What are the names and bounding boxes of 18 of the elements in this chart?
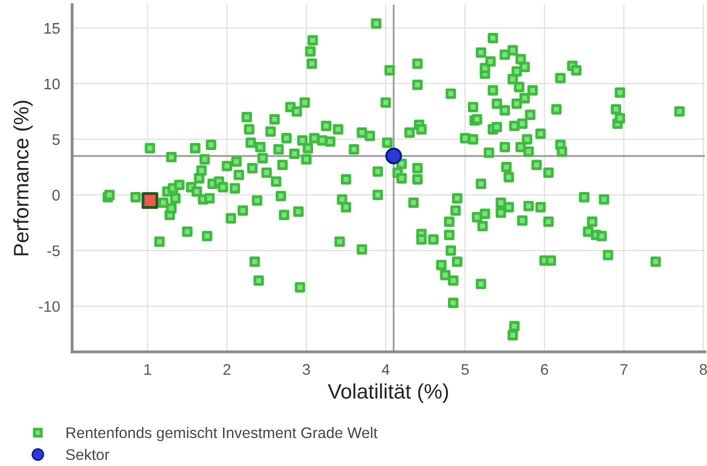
y-tick-label: -10 — [38, 301, 60, 312]
y-tick-label: 5 — [52, 134, 60, 145]
y-tick-label: 15 — [44, 23, 60, 34]
x-tick-label: 3 — [302, 364, 310, 375]
y-tick-label: -5 — [47, 246, 60, 256]
x-axis-title: Volatilität (%) — [328, 383, 448, 403]
y-tick-label: 0 — [52, 190, 60, 201]
x-tick-label: 4 — [382, 364, 390, 375]
x-tick-label: 7 — [620, 364, 628, 375]
x-tick-label: 1 — [144, 364, 152, 375]
y-axis-title: Performance (%) — [13, 100, 33, 256]
x-tick-label: 5 — [461, 364, 469, 375]
x-tick-label: 2 — [223, 364, 230, 375]
y-tick-label: 10 — [44, 78, 60, 90]
x-tick-label: 8 — [700, 364, 707, 375]
legend-label: Rentenfonds gemischt Investment Grade Welt — [66, 426, 378, 442]
legend-label: Sektor — [66, 448, 110, 460]
x-tick-label: 6 — [541, 364, 548, 375]
